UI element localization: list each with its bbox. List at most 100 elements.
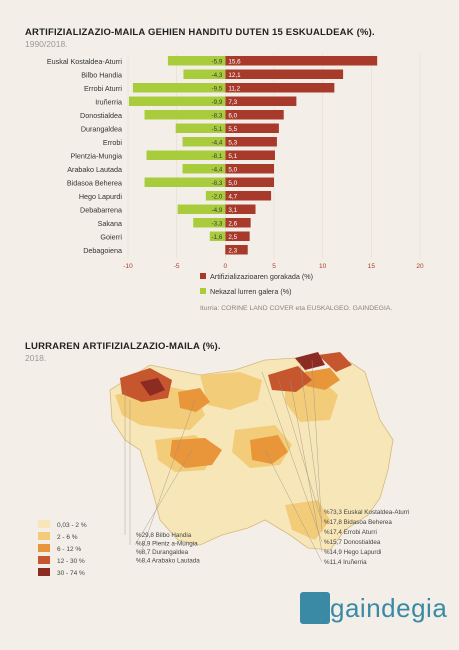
- map-legend-label: 0,03 - 2 %: [57, 522, 87, 529]
- map-legend-label: 12 - 30 %: [57, 558, 85, 565]
- map-region-6-12: [170, 438, 222, 468]
- category-label: Plentzia-Mungia: [70, 152, 122, 161]
- bar-agricultural-label: -8,3: [211, 180, 222, 187]
- map-legend-swatch: [38, 556, 50, 564]
- bar-artificial-label: 2,6: [228, 221, 237, 228]
- chart-subtitle: 1990/2018.: [25, 39, 68, 49]
- map-legend-label: 2 - 6 %: [57, 534, 78, 541]
- map-region-12-30b: [268, 366, 312, 392]
- map-annotation-right: %73,3 Euskal Kostaldea-Aturri: [324, 509, 409, 516]
- bar-artificial-label: 5,0: [228, 180, 237, 187]
- bar-artificial: [225, 204, 256, 214]
- bar-artificial-label: 3,1: [228, 207, 237, 214]
- bar-agricultural-label: -4,3: [211, 72, 222, 79]
- bar-artificial: [225, 218, 251, 228]
- bar-agricultural: [182, 137, 226, 147]
- map-annotation-left: %8,4 Arabako Lautada: [136, 558, 200, 565]
- map-annotation-right: %15,7 Donostialdea: [324, 539, 381, 546]
- bar-artificial-label: 2,5: [228, 234, 237, 241]
- map-annotation-left: %29,8 Bilbo Handia: [136, 532, 192, 539]
- bar-chart: -10 -5 0 5 10 15 20 Euskal Kostaldea-Aturri 15,6…: [47, 54, 424, 312]
- category-label: Arabako Lautada: [67, 165, 122, 174]
- bar-agricultural: [128, 96, 226, 106]
- category-label: Iruñerria: [95, 98, 122, 107]
- bar-agricultural: [132, 83, 226, 93]
- bar-agricultural-label: -4,9: [211, 207, 222, 214]
- map-legend-label: 30 - 74 %: [57, 570, 85, 577]
- bar-agricultural-label: -9,5: [211, 86, 222, 93]
- map-legend-label: 6 - 12 %: [57, 546, 81, 553]
- map-subtitle: 2018.: [25, 353, 47, 363]
- bar-agricultural-label: -3,3: [211, 221, 222, 228]
- map-region-2-6b: [200, 372, 262, 410]
- bar-agricultural-label: -4,4: [211, 167, 222, 174]
- map-legend-swatch: [38, 544, 50, 552]
- bar-agricultural: [209, 231, 226, 241]
- bar-artificial-label: 5,1: [228, 153, 237, 160]
- legend-label-agricultural: Nekazal lurren galera (%): [210, 287, 292, 296]
- map-region-12-30c: [318, 352, 352, 372]
- bar-artificial: [225, 83, 335, 93]
- bar-artificial: [225, 245, 248, 255]
- map-region-2-6f: [285, 500, 330, 540]
- x-tick-label: 0: [224, 263, 228, 270]
- map-annotation-left: %8,9 Plentz a-Mungia: [136, 541, 198, 548]
- map-annotation-right: %14,9 Hego Lapurdi: [324, 549, 381, 556]
- bar-artificial: [225, 69, 344, 79]
- logo-text: gaindegia: [330, 593, 448, 623]
- bar-agricultural: [205, 191, 226, 201]
- map-annotation-right: %17,8 Bidasoa Beherea: [324, 519, 392, 526]
- legend-label-artificial: Artifizializazioaren gorakada (%): [210, 272, 313, 281]
- map-legend-swatch: [38, 520, 50, 528]
- bar-artificial: [225, 231, 250, 241]
- x-tick-label: 20: [416, 263, 424, 270]
- bar-agricultural: [193, 218, 226, 228]
- bar-agricultural: [182, 164, 226, 174]
- bar-artificial: [225, 96, 297, 106]
- category-label: Bilbo Handia: [81, 71, 122, 80]
- map-legend-swatch: [38, 568, 50, 576]
- bar-artificial-label: 11,2: [228, 86, 240, 93]
- bar-agricultural-label: -9,9: [211, 99, 222, 106]
- bar-agricultural-label: -4,4: [211, 140, 222, 147]
- category-label: Sakana: [98, 219, 122, 228]
- category-label: Errobi: [103, 138, 123, 147]
- bar-artificial-label: 5,3: [228, 140, 237, 147]
- bar-artificial: [225, 110, 284, 120]
- map-annotation-left: %8,7 Durangaldea: [136, 549, 189, 556]
- bar-artificial: [225, 150, 275, 160]
- bar-agricultural-label: -8,1: [211, 153, 222, 160]
- bar-agricultural-label: -2,0: [211, 194, 222, 201]
- x-tick-label: -5: [174, 263, 180, 270]
- x-tick-label: 5: [272, 263, 276, 270]
- bar-agricultural: [146, 150, 226, 160]
- map-region-6-12b: [250, 435, 288, 464]
- logo-mark: [300, 592, 330, 624]
- bar-agricultural-label: -8,3: [211, 113, 222, 120]
- bar-agricultural-label: -5,9: [211, 59, 222, 66]
- category-label: Goierri: [100, 233, 122, 242]
- bar-artificial-label: 6,0: [228, 113, 237, 120]
- bar-artificial: [225, 123, 279, 133]
- bar-agricultural: [175, 123, 226, 133]
- bar-agricultural: [177, 204, 226, 214]
- map-region-30-74: [140, 378, 165, 396]
- bar-agricultural: [144, 110, 226, 120]
- bar-agricultural-label: -1,6: [211, 234, 222, 241]
- bar-artificial: [225, 137, 277, 147]
- bar-agricultural: [183, 69, 226, 79]
- map-region-6-12c: [178, 388, 210, 412]
- bar-artificial-label: 2,3: [228, 248, 237, 255]
- bar-agricultural: [167, 56, 226, 66]
- bar-artificial-label: 5,5: [228, 126, 237, 133]
- category-label: Bidasoa Beherea: [67, 179, 122, 188]
- x-tick-label: 10: [319, 263, 327, 270]
- legend-swatch-artificial: [200, 273, 206, 279]
- x-tick-label: -10: [123, 263, 133, 270]
- bar-artificial: [225, 56, 378, 66]
- bar-artificial: [225, 177, 274, 187]
- map-region-6-12d: [305, 368, 340, 390]
- legend-swatch-agricultural: [200, 288, 206, 294]
- category-label: Errobi Aturri: [84, 84, 122, 93]
- category-label: Hego Lapurdi: [79, 192, 123, 201]
